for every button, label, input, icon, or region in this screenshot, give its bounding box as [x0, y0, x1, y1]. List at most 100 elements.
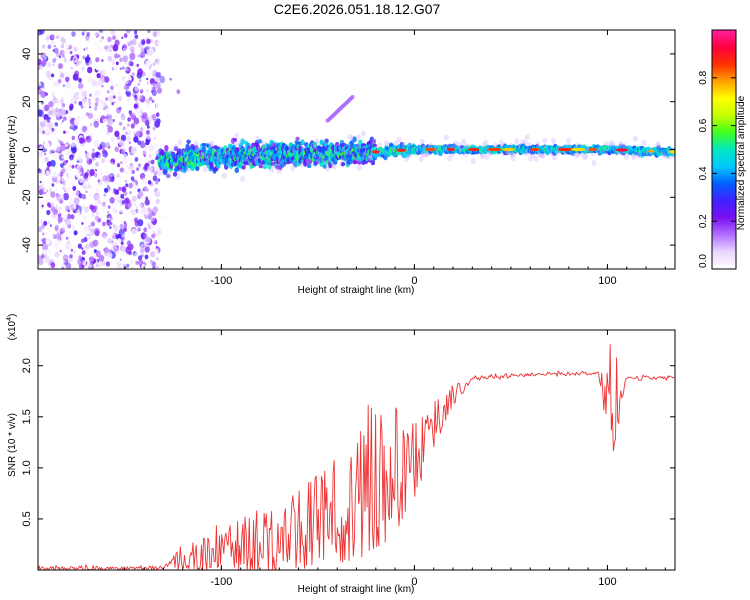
noise-speckle	[135, 244, 138, 247]
noise-speckle	[139, 154, 144, 160]
noise-speckle	[85, 135, 92, 143]
noise-speckle	[78, 77, 82, 83]
noise-speckle	[101, 201, 106, 207]
band-peak	[502, 147, 515, 152]
snr-scale-exponent: 4	[6, 317, 13, 321]
noise-speckle	[159, 75, 166, 84]
band-cell	[312, 141, 318, 149]
noise-speckle	[120, 134, 127, 142]
noise-speckle	[63, 130, 66, 134]
noise-speckle	[53, 152, 60, 160]
band-peak	[487, 147, 502, 152]
noise-speckle	[147, 165, 154, 173]
noise-speckle	[73, 197, 80, 205]
noise-speckle	[81, 247, 84, 250]
band-halo	[165, 173, 171, 180]
noise-speckle	[126, 40, 130, 45]
noise-speckle	[116, 232, 119, 235]
noise-speckle	[51, 183, 55, 187]
noise-speckle	[99, 91, 106, 98]
noise-speckle	[146, 130, 150, 135]
band-cell	[293, 161, 298, 168]
noise-speckle	[61, 151, 64, 155]
band-halo	[221, 172, 227, 179]
noise-speckle	[48, 101, 54, 108]
noise-speckle	[176, 89, 181, 94]
noise-speckle	[62, 54, 65, 58]
noise-speckle	[98, 252, 102, 256]
noise-speckle	[65, 129, 69, 134]
noise-speckle	[88, 193, 91, 197]
noise-speckle	[107, 211, 109, 214]
spectrogram-x-tick-label: 100	[598, 275, 616, 287]
noise-speckle	[105, 261, 110, 267]
streak-cell	[350, 94, 355, 99]
noise-speckle	[95, 250, 102, 258]
noise-speckle	[118, 207, 124, 213]
noise-speckle	[38, 82, 42, 87]
noise-speckle	[101, 59, 104, 63]
noise-speckle	[67, 236, 70, 240]
noise-speckle	[48, 265, 52, 269]
snr-scale-note: (x104)	[6, 314, 18, 341]
noise-speckle	[118, 186, 122, 191]
snr-x-title: Height of straight line (km)	[298, 584, 415, 595]
noise-speckle	[39, 199, 45, 207]
noise-speckle	[128, 141, 131, 145]
spectrogram-y-tick-label: 40	[21, 48, 33, 60]
noise-speckle	[151, 261, 156, 267]
noise-speckle	[104, 76, 110, 83]
noise-speckle	[59, 115, 63, 120]
band-halo	[356, 165, 362, 172]
noise-speckle	[76, 94, 80, 99]
noise-speckle	[89, 169, 95, 176]
noise-speckle	[119, 50, 125, 57]
noise-speckle	[93, 140, 100, 148]
noise-speckle	[118, 106, 122, 111]
noise-speckle	[55, 145, 61, 152]
noise-speckle	[143, 186, 148, 192]
noise-speckle	[49, 253, 54, 259]
noise-speckle	[38, 58, 42, 65]
band-halo	[524, 134, 530, 141]
noise-speckle	[134, 157, 139, 162]
noise-speckle	[141, 253, 145, 258]
noise-speckle	[97, 261, 102, 268]
noise-speckle	[127, 156, 132, 162]
noise-speckle	[113, 100, 116, 104]
noise-speckle	[112, 90, 116, 96]
noise-speckle	[143, 222, 149, 228]
noise-speckle	[76, 172, 81, 179]
noise-speckle	[99, 141, 106, 149]
noise-speckle	[103, 248, 106, 251]
band-halo	[479, 153, 485, 160]
spectrogram-y-tick-label: 20	[21, 96, 33, 108]
noise-speckle	[127, 117, 131, 122]
band-cell	[166, 174, 171, 178]
noise-speckle	[62, 203, 68, 210]
noise-speckle	[116, 173, 120, 179]
noise-speckle	[54, 122, 58, 127]
band-halo	[422, 152, 428, 159]
noise-speckle	[128, 164, 134, 172]
noise-speckle	[59, 194, 64, 200]
band-peak	[615, 148, 629, 152]
noise-speckle	[44, 104, 50, 112]
noise-speckle	[131, 49, 135, 54]
noise-speckle	[69, 254, 73, 259]
noise-speckle	[150, 159, 155, 165]
noise-speckle	[65, 140, 69, 143]
noise-speckle	[87, 211, 92, 218]
noise-speckle	[46, 233, 51, 239]
noise-speckle	[57, 216, 63, 223]
colorbar-tick-label: 0.2	[698, 214, 709, 228]
noise-speckle	[59, 72, 65, 79]
noise-speckle	[55, 150, 58, 153]
noise-speckle	[112, 35, 116, 40]
noise-speckle	[44, 153, 47, 156]
band-peak	[557, 147, 574, 152]
noise-speckle	[40, 157, 45, 164]
noise-speckle	[38, 105, 41, 110]
snr-x-tick-label: -100	[210, 576, 232, 588]
noise-speckle	[71, 164, 75, 169]
